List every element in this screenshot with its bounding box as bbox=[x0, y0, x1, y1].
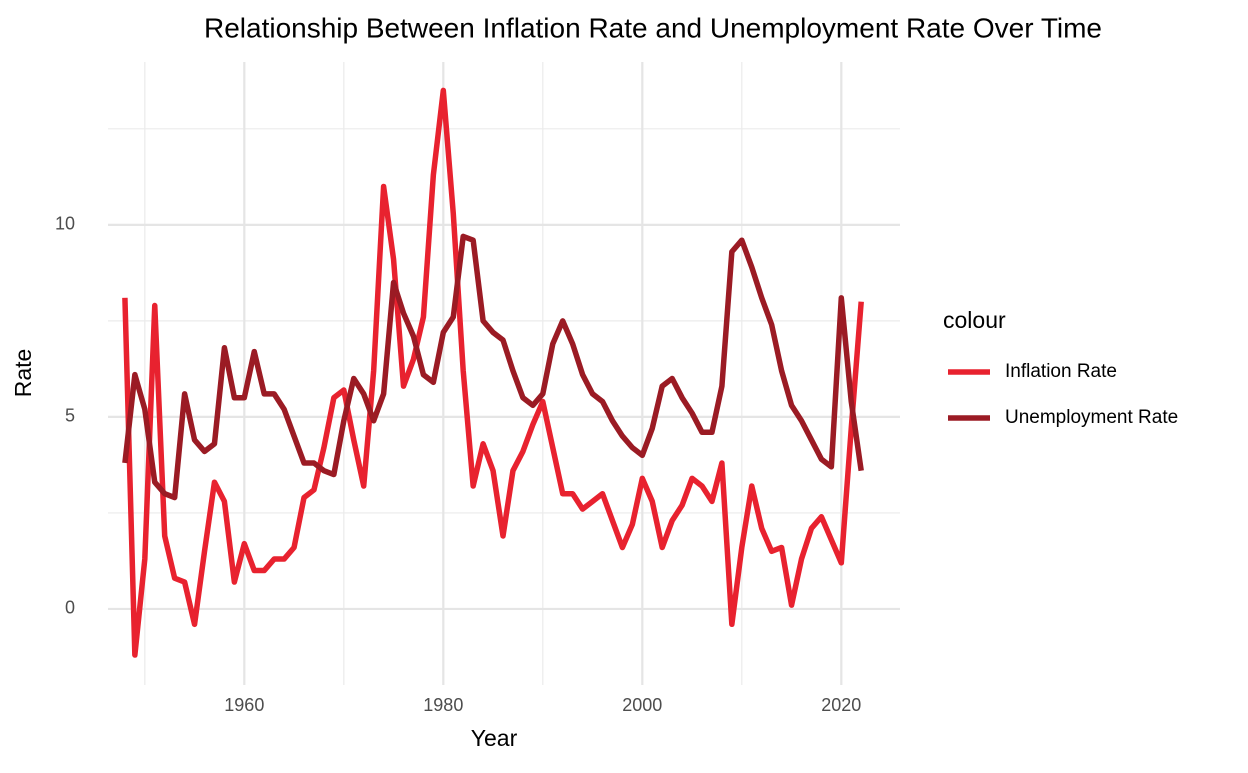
x-tick-label: 2020 bbox=[821, 695, 861, 715]
line bbox=[122, 87, 864, 658]
x-axis-label: Year bbox=[471, 725, 518, 751]
x-tick-label: 1960 bbox=[224, 695, 264, 715]
y-tick-label: 10 bbox=[55, 214, 75, 234]
y-tick-label: 0 bbox=[65, 598, 75, 618]
x-tick-label: 1980 bbox=[423, 695, 463, 715]
legend-label: Unemployment Rate bbox=[1005, 407, 1178, 428]
legend-title: colour bbox=[943, 307, 1006, 333]
chart-title: Relationship Between Inflation Rate and … bbox=[204, 12, 1102, 43]
legend-label: Inflation Rate bbox=[1005, 361, 1117, 382]
x-tick-label: 2000 bbox=[622, 695, 662, 715]
line bbox=[122, 233, 864, 501]
y-axis-label: Rate bbox=[10, 349, 36, 398]
y-tick-label: 5 bbox=[65, 406, 75, 426]
